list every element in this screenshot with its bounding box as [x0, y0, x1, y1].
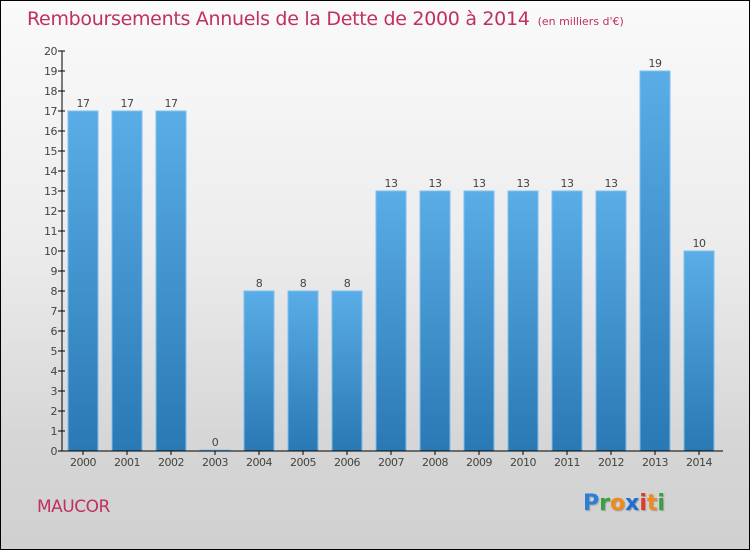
x-axis: 2000 2001 2002 2003 2004 2005 2006 2007 2008 2009…: [62, 450, 723, 469]
bars-group: [67, 70, 715, 452]
x-tick-label: 2010: [510, 456, 536, 469]
data-label: 13: [561, 177, 574, 190]
y-tick-label: 20: [44, 45, 57, 58]
y-tick-label: 12: [44, 205, 57, 218]
bar: [287, 290, 319, 452]
y-tick-label: 18: [44, 85, 57, 98]
data-label: 13: [605, 177, 618, 190]
proxiti-logo: Proxiti: [583, 491, 665, 516]
x-tick-label: 2014: [686, 456, 712, 469]
x-tick-label: 2011: [554, 456, 580, 469]
bar: [595, 190, 627, 452]
logo-letter: t: [646, 491, 658, 516]
y-tick-label: 3: [51, 385, 58, 398]
y-tick-label: 10: [44, 245, 57, 258]
y-tick-label: 4: [51, 365, 58, 378]
x-tick-label: 2006: [334, 456, 360, 469]
bar: [67, 110, 99, 452]
x-tick-label: 2005: [290, 456, 316, 469]
data-label: 17: [77, 97, 90, 110]
y-tick-label: 2: [51, 405, 58, 418]
commune-name: MAUCOR: [37, 497, 110, 517]
bar: [463, 190, 495, 452]
y-tick-label: 16: [44, 125, 57, 138]
y-tick-label: 14: [44, 165, 57, 178]
y-tick-label: 6: [51, 325, 58, 338]
bar: [375, 190, 407, 452]
data-label: 13: [429, 177, 442, 190]
x-tick-label: 2003: [202, 456, 228, 469]
y-tick-label: 1: [51, 425, 58, 438]
bar: [111, 110, 143, 452]
y-tick-label: 0: [51, 445, 58, 458]
data-label: 17: [165, 97, 178, 110]
chart-unit-label: (en milliers d'€): [537, 15, 624, 28]
y-tick-label: 8: [51, 285, 58, 298]
x-tick-label: 2007: [378, 456, 404, 469]
data-label: 13: [385, 177, 398, 190]
logo-letter: i: [639, 491, 647, 516]
y-tick-label: 7: [51, 305, 58, 318]
data-label: 8: [256, 277, 263, 290]
y-tick-label: 9: [51, 265, 58, 278]
logo-letter: x: [625, 491, 640, 516]
chart-title: Remboursements Annuels de la Dette de 20…: [27, 8, 624, 30]
logo-letter: r: [599, 491, 610, 516]
data-label: 19: [649, 57, 662, 70]
y-tick-label: 11: [44, 225, 57, 238]
data-label: 17: [121, 97, 134, 110]
chart-title-text: Remboursements Annuels de la Dette de 20…: [27, 8, 530, 30]
bar: [243, 290, 275, 452]
y-tick-label: 5: [51, 345, 58, 358]
bar: [551, 190, 583, 452]
data-label: 13: [517, 177, 530, 190]
bar: [155, 110, 187, 452]
bar: [331, 290, 363, 452]
data-label: 8: [300, 277, 307, 290]
x-tick-label: 2000: [70, 456, 96, 469]
y-tick-label: 17: [44, 105, 57, 118]
data-label: 0: [212, 436, 219, 449]
data-label: 13: [473, 177, 486, 190]
bar: [419, 190, 451, 452]
logo-letter: o: [609, 491, 626, 516]
x-tick-label: 2012: [598, 456, 624, 469]
data-labels-group: 17 17 17 0 8 8 8 13 13 13 13 13 13 19 10: [77, 57, 707, 449]
x-tick-label: 2008: [422, 456, 448, 469]
x-tick-label: 2001: [114, 456, 140, 469]
bar: [683, 250, 715, 452]
bar: [507, 190, 539, 452]
x-tick-label: 2004: [246, 456, 272, 469]
x-tick-label: 2009: [466, 456, 492, 469]
x-tick-label: 2002: [158, 456, 184, 469]
logo-letter: P: [583, 491, 600, 516]
data-label: 8: [344, 277, 351, 290]
data-label: 10: [693, 237, 706, 250]
y-tick-label: 13: [44, 185, 57, 198]
bar: [639, 70, 671, 452]
y-tick-label: 19: [44, 65, 57, 78]
logo-letter: i: [657, 491, 665, 516]
y-tick-label: 15: [44, 145, 57, 158]
x-tick-label: 2013: [642, 456, 668, 469]
